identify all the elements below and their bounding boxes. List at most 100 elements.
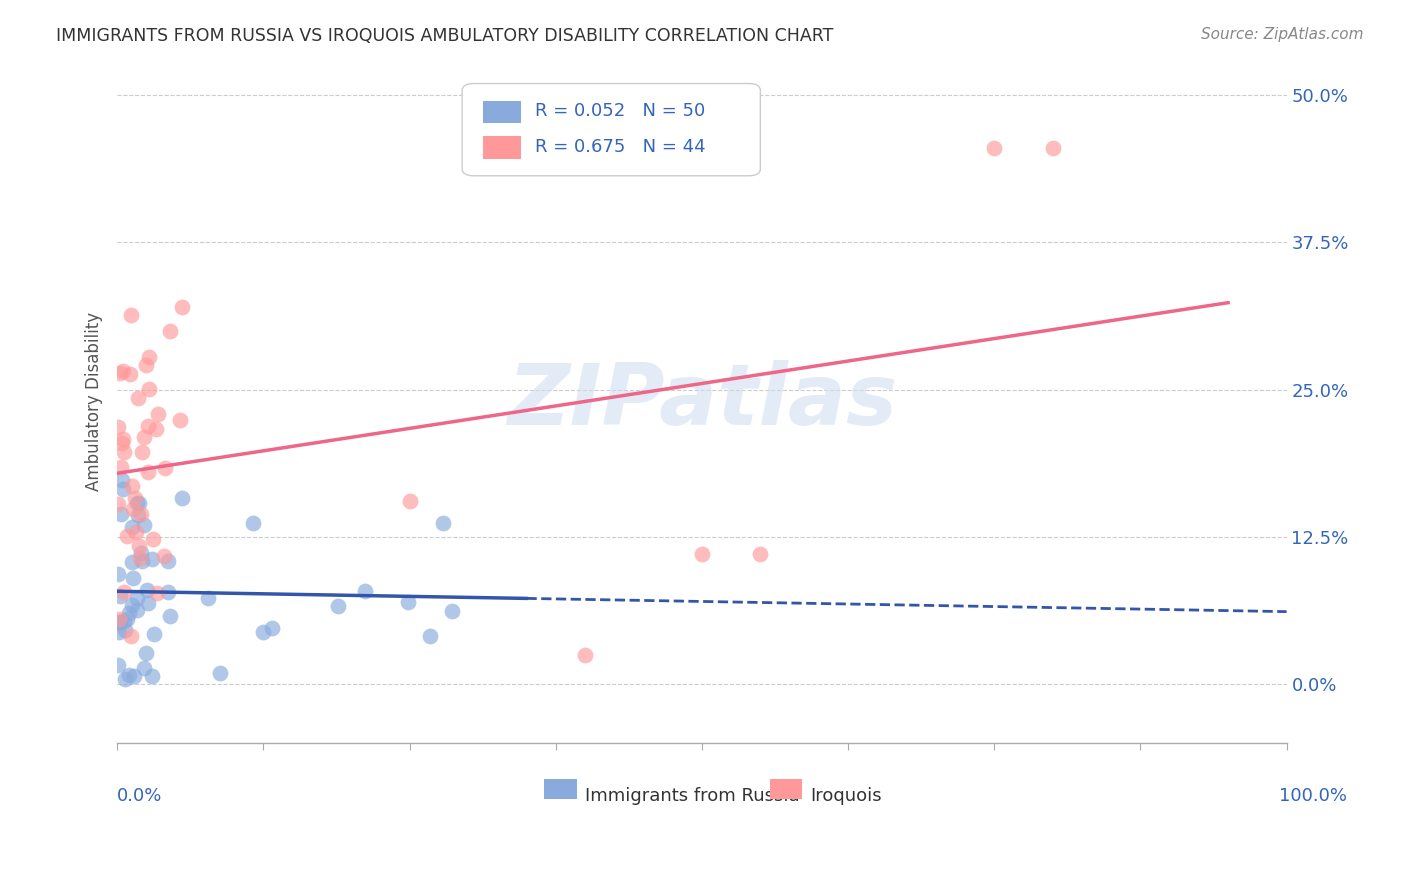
Immigrants from Russia — [125, 591, 148, 605]
Iroquois — [108, 367, 131, 381]
Immigrants from Russia — [441, 604, 464, 618]
Iroquois — [159, 324, 181, 338]
Iroquois — [112, 433, 135, 447]
Immigrants from Russia — [141, 669, 163, 683]
Iroquois — [112, 584, 135, 599]
Y-axis label: Ambulatory Disability: Ambulatory Disability — [86, 311, 103, 491]
FancyBboxPatch shape — [484, 101, 520, 123]
Immigrants from Russia — [108, 615, 131, 629]
Immigrants from Russia — [156, 554, 179, 568]
Iroquois — [749, 548, 772, 562]
Iroquois — [145, 422, 167, 436]
Immigrants from Russia — [419, 629, 441, 643]
Iroquois — [125, 525, 148, 540]
Immigrants from Russia — [157, 585, 180, 599]
Iroquois — [153, 549, 176, 563]
Iroquois — [127, 392, 149, 406]
Iroquois — [120, 367, 142, 381]
Immigrants from Russia — [110, 589, 132, 603]
Immigrants from Russia — [136, 596, 159, 610]
Iroquois — [110, 460, 132, 475]
Iroquois — [136, 465, 159, 479]
Text: IMMIGRANTS FROM RUSSIA VS IROQUOIS AMBULATORY DISABILITY CORRELATION CHART: IMMIGRANTS FROM RUSSIA VS IROQUOIS AMBUL… — [56, 27, 834, 45]
Immigrants from Russia — [107, 657, 129, 672]
FancyBboxPatch shape — [769, 779, 803, 799]
Immigrants from Russia — [208, 666, 231, 681]
Iroquois — [107, 420, 129, 434]
Immigrants from Russia — [121, 519, 143, 533]
Immigrants from Russia — [121, 555, 143, 569]
Iroquois — [120, 629, 142, 643]
Iroquois — [153, 461, 176, 475]
FancyBboxPatch shape — [484, 136, 520, 159]
Iroquois — [107, 497, 129, 511]
Immigrants from Russia — [353, 583, 375, 598]
Text: R = 0.675   N = 44: R = 0.675 N = 44 — [534, 138, 706, 156]
Immigrants from Russia — [432, 516, 454, 530]
Immigrants from Russia — [127, 508, 149, 522]
Iroquois — [574, 648, 596, 662]
Iroquois — [111, 364, 134, 378]
Iroquois — [112, 444, 135, 458]
Iroquois — [128, 550, 150, 565]
Iroquois — [148, 407, 170, 421]
Immigrants from Russia — [396, 595, 419, 609]
Text: Source: ZipAtlas.com: Source: ZipAtlas.com — [1201, 27, 1364, 42]
Text: 100.0%: 100.0% — [1279, 788, 1347, 805]
Iroquois — [120, 308, 142, 322]
Immigrants from Russia — [132, 517, 155, 532]
Immigrants from Russia — [170, 491, 193, 505]
Immigrants from Russia — [260, 621, 283, 635]
Immigrants from Russia — [159, 608, 181, 623]
Iroquois — [128, 539, 150, 553]
Immigrants from Russia — [107, 566, 129, 581]
Immigrants from Russia — [118, 668, 141, 682]
Immigrants from Russia — [134, 661, 156, 675]
Immigrants from Russia — [143, 627, 166, 641]
Immigrants from Russia — [122, 669, 145, 683]
FancyBboxPatch shape — [463, 84, 761, 176]
Iroquois — [170, 300, 193, 314]
Iroquois — [121, 502, 143, 516]
Immigrants from Russia — [128, 496, 150, 510]
Immigrants from Russia — [127, 496, 149, 510]
Immigrants from Russia — [129, 546, 152, 560]
Immigrants from Russia — [114, 672, 136, 686]
Immigrants from Russia — [118, 606, 141, 620]
Text: Immigrants from Russia: Immigrants from Russia — [585, 788, 800, 805]
Immigrants from Russia — [197, 591, 219, 606]
Iroquois — [142, 532, 165, 546]
Iroquois — [129, 508, 152, 522]
Immigrants from Russia — [136, 582, 159, 597]
Immigrants from Russia — [127, 603, 149, 617]
Immigrants from Russia — [111, 483, 134, 497]
Immigrants from Russia — [242, 516, 264, 530]
Immigrants from Russia — [121, 571, 143, 585]
Iroquois — [983, 141, 1005, 155]
Text: Iroquois: Iroquois — [811, 788, 883, 805]
Immigrants from Russia — [111, 474, 134, 488]
Iroquois — [690, 548, 713, 562]
Iroquois — [131, 444, 153, 458]
FancyBboxPatch shape — [544, 779, 576, 799]
Immigrants from Russia — [108, 615, 131, 629]
Immigrants from Russia — [326, 599, 349, 613]
Iroquois — [135, 358, 157, 372]
Iroquois — [115, 529, 138, 543]
Iroquois — [146, 586, 169, 600]
Iroquois — [169, 413, 191, 427]
Immigrants from Russia — [121, 598, 143, 612]
Immigrants from Russia — [131, 554, 153, 568]
Iroquois — [138, 350, 160, 364]
Immigrants from Russia — [114, 623, 136, 637]
Immigrants from Russia — [141, 552, 163, 566]
Iroquois — [1042, 141, 1064, 155]
Text: 0.0%: 0.0% — [117, 788, 163, 805]
Iroquois — [136, 418, 159, 433]
Text: ZIPatlas: ZIPatlas — [506, 359, 897, 442]
Iroquois — [124, 491, 146, 506]
Immigrants from Russia — [115, 612, 138, 626]
Immigrants from Russia — [135, 646, 157, 660]
Iroquois — [121, 479, 143, 493]
Immigrants from Russia — [114, 614, 136, 628]
